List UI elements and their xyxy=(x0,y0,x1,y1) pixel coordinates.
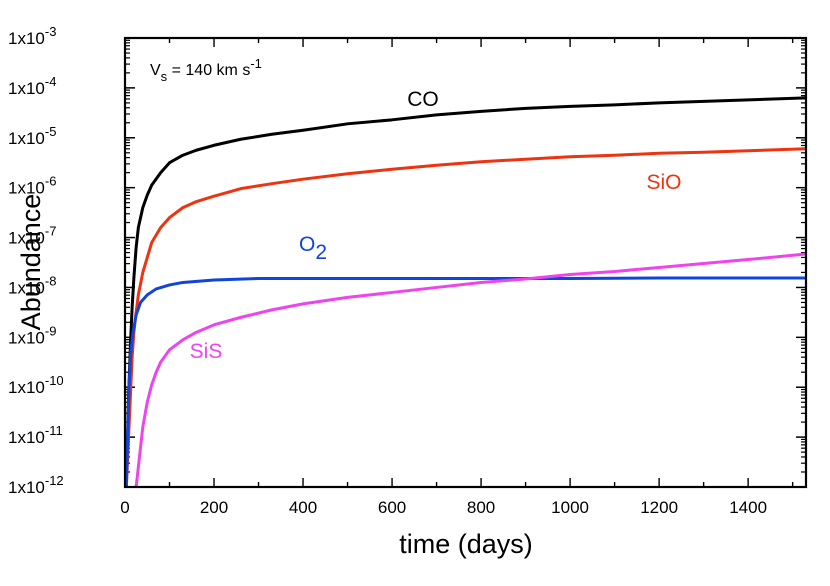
y-tick-base: 1x10 xyxy=(8,278,45,297)
series-label-text: O xyxy=(299,233,315,256)
plot-frame xyxy=(123,36,808,489)
velocity-annotation: Vs = 140 km s-1 xyxy=(150,56,262,84)
series-label-text: SiO xyxy=(646,171,681,194)
x-tick-label: 0 xyxy=(120,498,129,517)
y-tick-base: 1x10 xyxy=(8,79,45,98)
y-tick-base: 1x10 xyxy=(8,29,45,48)
y-tick-label: 1x10-7 xyxy=(8,224,56,248)
series-label-co: CO xyxy=(407,88,439,111)
y-tick-exponent: -3 xyxy=(45,24,57,39)
x-tick-label: 1200 xyxy=(640,498,678,517)
series-label-subscript: 2 xyxy=(315,241,327,264)
series-line-co xyxy=(125,96,806,487)
y-tick-exponent: -12 xyxy=(45,473,64,488)
series-layer xyxy=(125,96,806,487)
series-labels: CO SiO O2 SiS xyxy=(190,88,682,363)
y-tick-exponent: -11 xyxy=(45,423,63,438)
x-tick-label: 1000 xyxy=(551,498,589,517)
series-label-o2: O2 xyxy=(299,233,327,264)
annotation-prefix: V xyxy=(150,62,161,79)
x-tick-label: 1400 xyxy=(729,498,767,517)
y-tick-label: 1x10-11 xyxy=(8,423,63,447)
y-tick-base: 1x10 xyxy=(8,229,45,248)
y-tick-base: 1x10 xyxy=(8,179,45,198)
annotation-subscript: s xyxy=(161,69,168,84)
annotation-superscript: -1 xyxy=(250,56,262,71)
x-tick-label: 600 xyxy=(378,498,406,517)
series-line-sio xyxy=(125,147,806,487)
y-tick-base: 1x10 xyxy=(8,428,45,447)
y-tick-exponent: -9 xyxy=(45,323,57,338)
series-line-sis xyxy=(134,252,806,487)
y-tick-exponent: -7 xyxy=(45,224,57,239)
y-tick-base: 1x10 xyxy=(8,478,45,497)
y-tick-label: 1x10-12 xyxy=(8,473,64,497)
y-tick-base: 1x10 xyxy=(8,378,45,397)
y-tick-base: 1x10 xyxy=(8,328,45,347)
y-tick-base: 1x10 xyxy=(8,129,45,148)
y-tick-exponent: -8 xyxy=(45,273,57,288)
tick-labels: 0 200 400 600 800 1000 1200 14001x10-31x10-41x1… xyxy=(8,24,767,517)
y-tick-label: 1x10-8 xyxy=(8,273,56,297)
y-tick-exponent: -6 xyxy=(45,174,57,189)
y-tick-label: 1x10-5 xyxy=(8,124,56,148)
x-tick-label: 400 xyxy=(289,498,317,517)
series-label-text: SiS xyxy=(190,340,223,363)
y-tick-label: 1x10-10 xyxy=(8,373,64,397)
y-tick-exponent: -4 xyxy=(45,74,57,89)
series-label-sis: SiS xyxy=(190,340,223,363)
x-tick-label: 200 xyxy=(200,498,228,517)
series-label-text: CO xyxy=(407,88,439,111)
y-tick-exponent: -5 xyxy=(45,124,57,139)
y-tick-exponent: -10 xyxy=(45,373,64,388)
y-tick-label: 1x10-4 xyxy=(8,74,56,98)
y-tick-label: 1x10-3 xyxy=(8,24,56,48)
annotation-middle: = 140 km s xyxy=(167,62,250,79)
x-tick-label: 800 xyxy=(467,498,495,517)
y-axis-title: Abundance xyxy=(16,194,46,331)
series-label-sio: SiO xyxy=(646,171,681,194)
x-axis-title: time (days) xyxy=(399,529,533,559)
y-tick-label: 1x10-9 xyxy=(8,323,56,347)
y-tick-label: 1x10-6 xyxy=(8,174,56,198)
series-line-o2 xyxy=(125,276,806,487)
